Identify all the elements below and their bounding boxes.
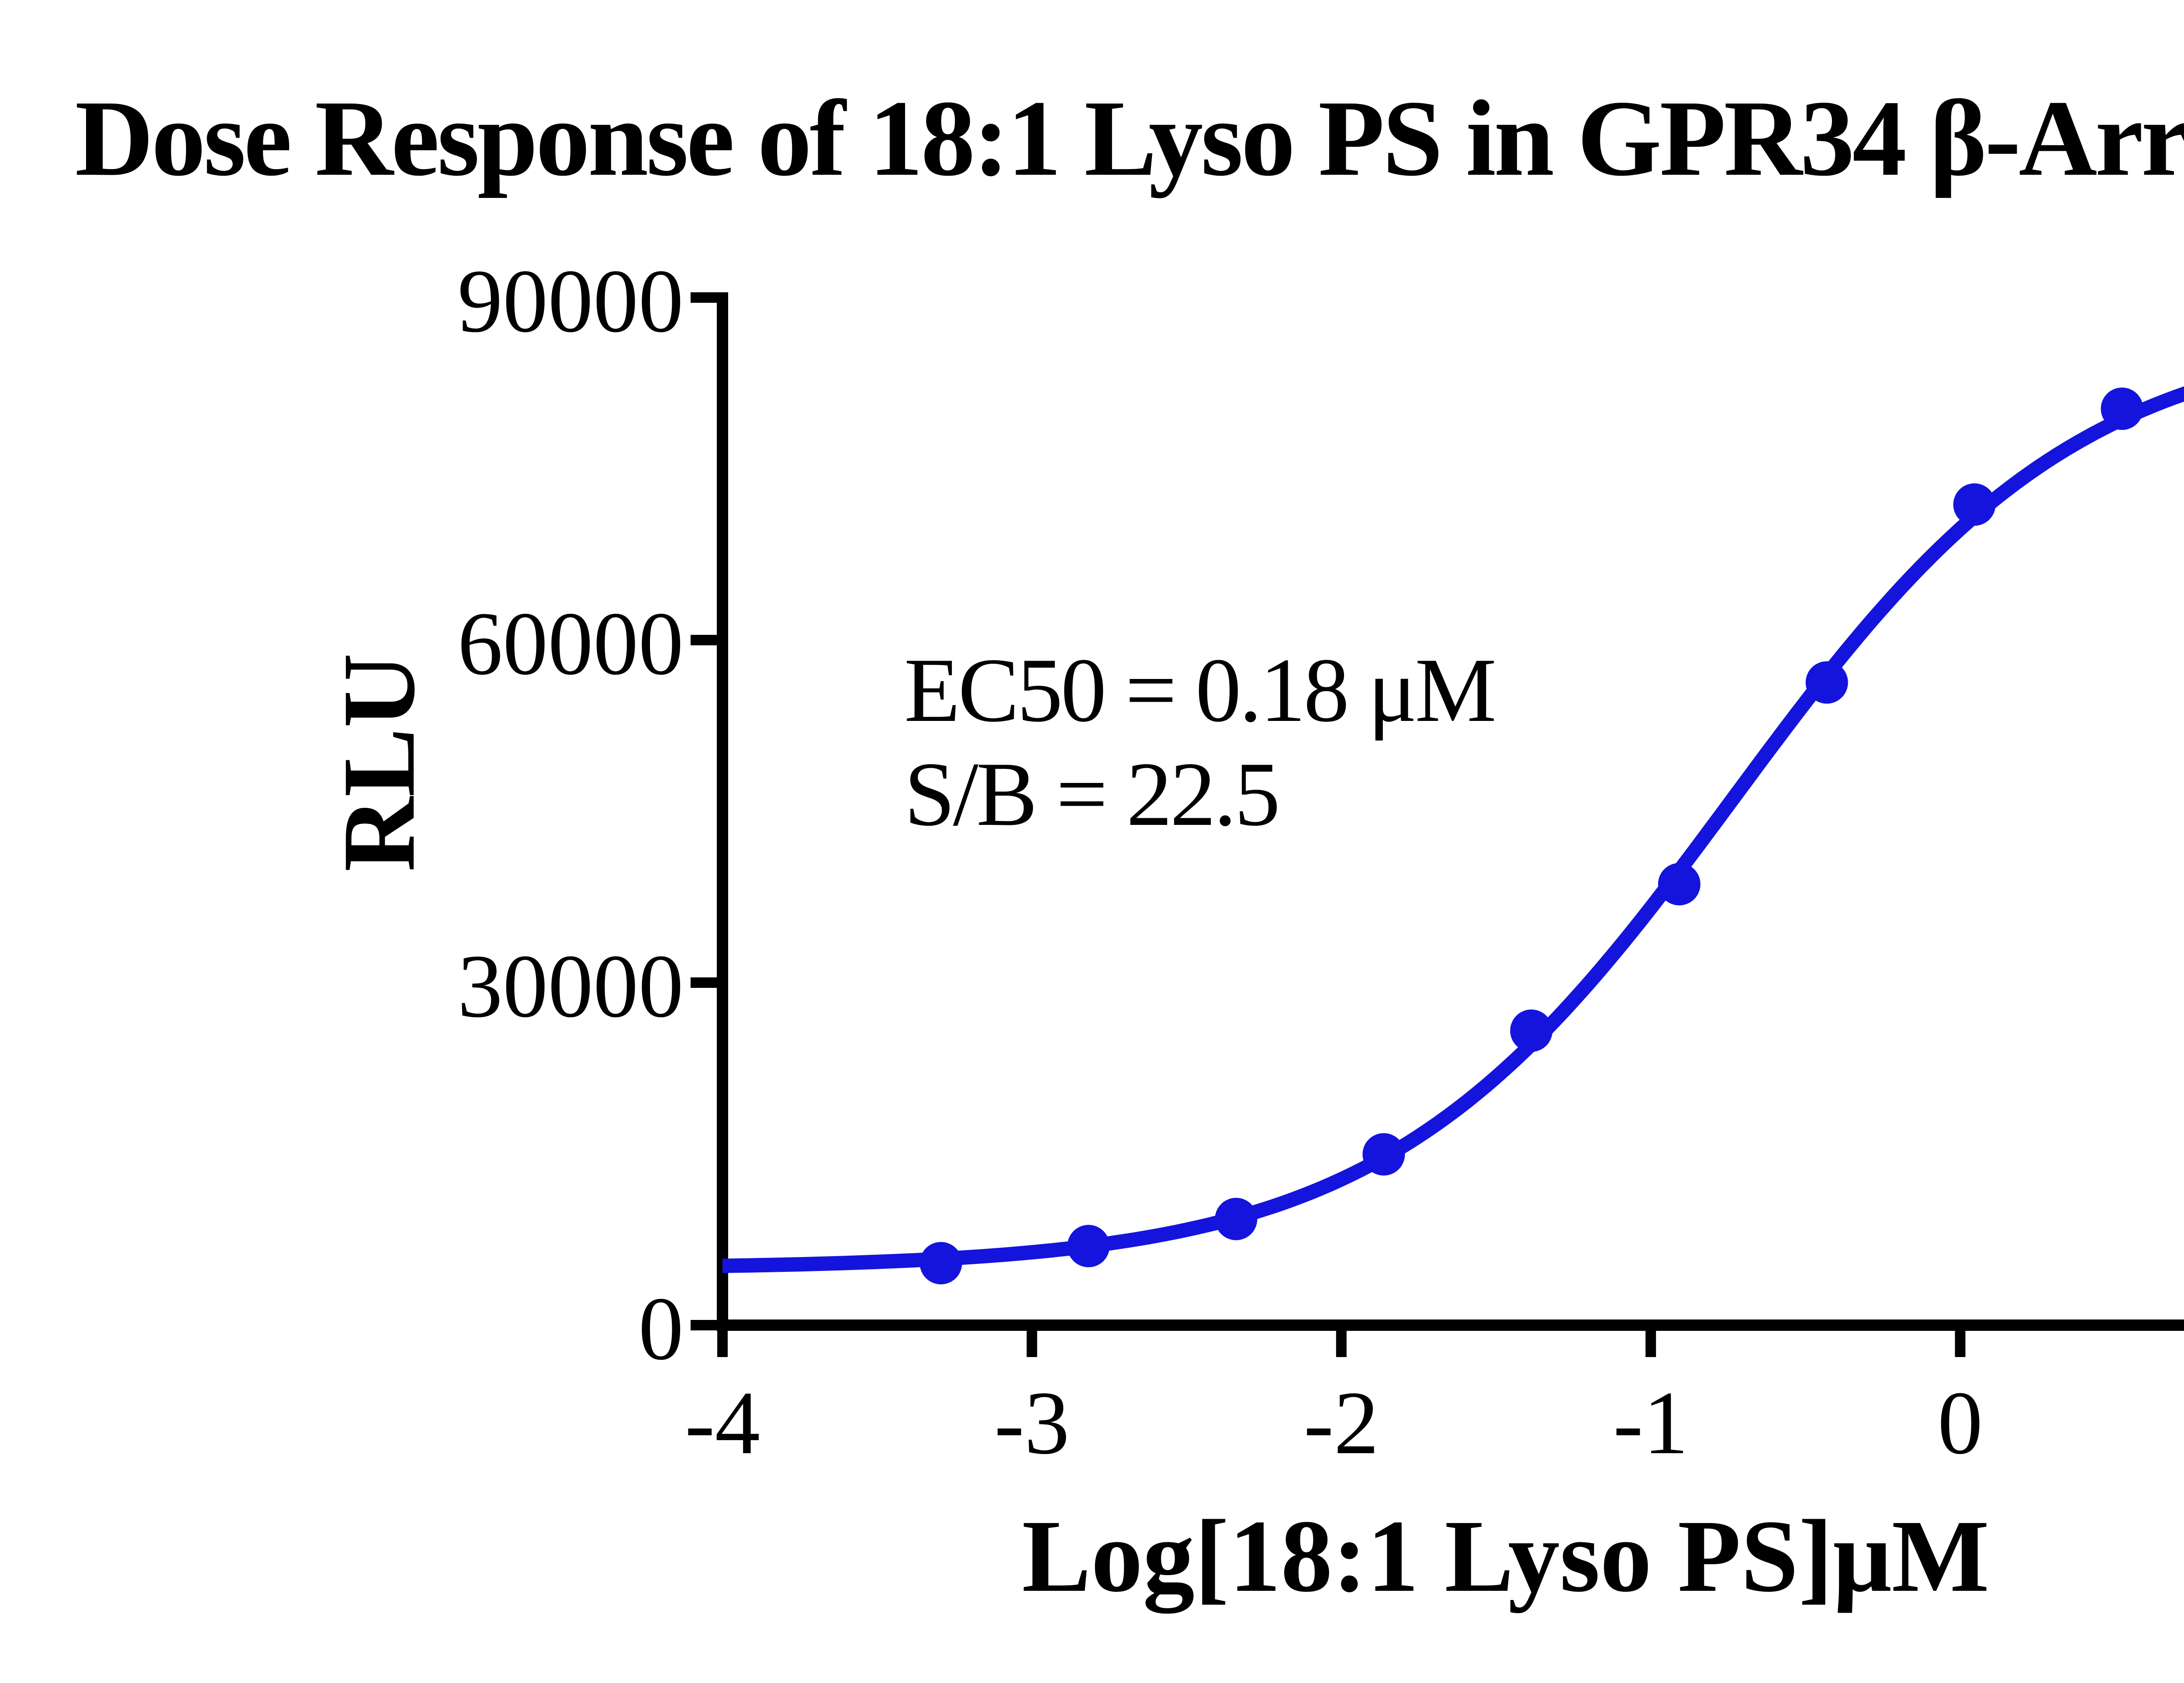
y-axis: 0 30000 60000 90000	[458, 251, 728, 1378]
x-tick-label: 0	[1938, 1373, 1983, 1473]
data-points	[919, 388, 2143, 1285]
x-tick-label: -4	[685, 1373, 760, 1473]
data-point	[1362, 1133, 1405, 1176]
x-tick-label: -1	[1613, 1373, 1688, 1473]
data-point	[1658, 863, 1700, 906]
data-point	[2101, 388, 2143, 430]
data-point	[1067, 1225, 1110, 1267]
x-tick-label: -2	[1304, 1373, 1379, 1473]
x-tick-label: -3	[994, 1373, 1069, 1473]
data-point	[1953, 483, 1996, 526]
y-tick-label: 60000	[458, 593, 684, 693]
annotation-ec50: EC50 = 0.18 μM	[904, 640, 1494, 741]
annotation-sb: S/B = 22.5	[904, 744, 1278, 845]
y-axis-title: RLU	[322, 653, 436, 872]
fit-curve	[722, 386, 2184, 1273]
data-point	[919, 1242, 962, 1285]
x-axis: -4-3-2-101	[685, 1319, 2184, 1473]
data-point	[1215, 1198, 1258, 1240]
x-axis-title: Log[18:1 Lyso PS]μM	[1022, 1499, 1990, 1614]
y-tick-label: 30000	[458, 936, 684, 1036]
chart-title: Dose Response of 18:1 Lyso PS in GPR34 β…	[75, 78, 2184, 198]
data-point	[1510, 1009, 1553, 1052]
y-tick-label: 0	[639, 1278, 684, 1378]
y-tick-label: 90000	[458, 251, 684, 351]
data-point	[1805, 661, 1848, 704]
